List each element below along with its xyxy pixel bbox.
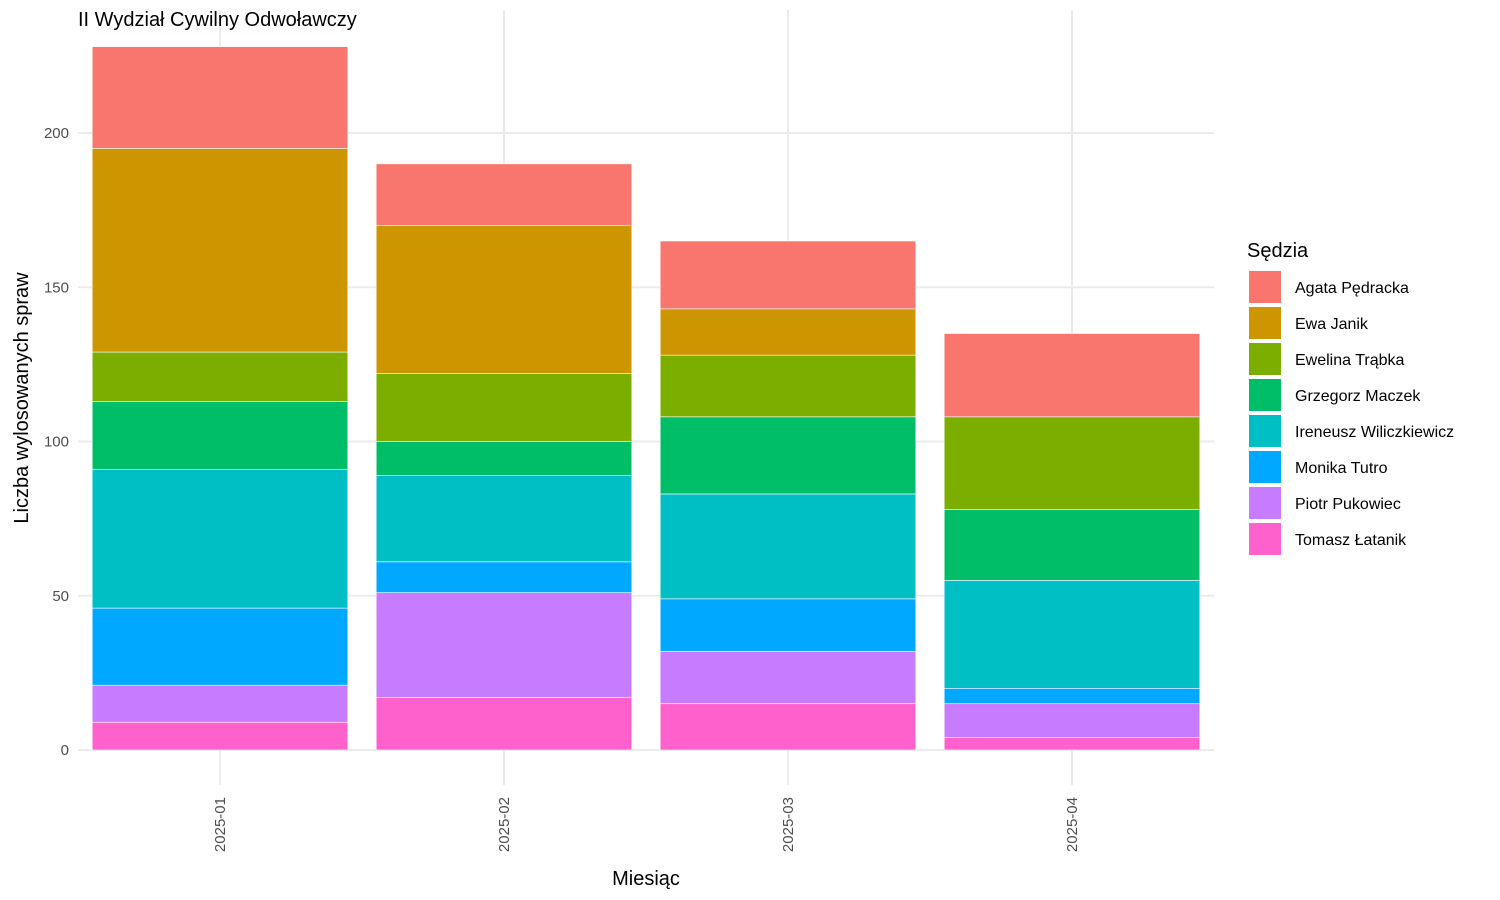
bar-segment	[91, 401, 349, 470]
bar-segment	[659, 598, 917, 652]
y-tick-label: 0	[61, 742, 69, 759]
bar-segment	[659, 650, 917, 705]
y-tick-label: 100	[44, 434, 69, 451]
bar-segment	[659, 308, 917, 356]
legend-swatch	[1249, 523, 1281, 555]
chart-title: II Wydział Cywilny Odwoławczy	[78, 9, 357, 31]
bar-segment	[375, 163, 633, 226]
x-axis-title: Miesiąc	[612, 868, 680, 890]
bar-segment	[943, 580, 1201, 689]
legend-label: Monika Tutro	[1295, 460, 1388, 477]
bar-segment	[943, 333, 1201, 418]
y-axis-title: Liczba wylosowanych spraw	[11, 272, 33, 524]
bar-segment	[659, 703, 917, 751]
y-axis-ticks: 0 50 100 150 200	[44, 125, 69, 759]
legend-swatch	[1249, 451, 1281, 483]
legend-swatch	[1249, 343, 1281, 375]
bar-segment	[943, 416, 1201, 510]
bar-segment	[659, 493, 917, 600]
bar-segment	[375, 225, 633, 374]
legend-swatch	[1249, 307, 1281, 339]
bars	[91, 46, 1201, 751]
x-tick-label: 2025-03	[780, 797, 797, 852]
y-tick-label: 200	[44, 125, 69, 142]
bar-segment	[91, 721, 349, 751]
x-tick-label: 2025-01	[212, 797, 229, 852]
legend-swatch	[1249, 415, 1281, 447]
x-axis-ticks: 2025-01 2025-02 2025-03 2025-04	[212, 797, 1081, 852]
legend-label: Agata Pędracka	[1295, 280, 1409, 297]
bar-segment	[375, 441, 633, 476]
bar-segment	[375, 697, 633, 751]
x-tick-label: 2025-04	[1064, 797, 1081, 852]
bar-segment	[943, 737, 1201, 751]
bar-segment	[91, 607, 349, 686]
legend-swatch	[1249, 379, 1281, 411]
bar-segment	[943, 703, 1201, 738]
y-tick-label: 150	[44, 279, 69, 296]
bar-segment	[375, 475, 633, 563]
legend-swatch	[1249, 271, 1281, 303]
bar-segment	[943, 509, 1201, 581]
legend-label: Ireneusz Wiliczkiewicz	[1295, 424, 1454, 441]
bar-segment	[375, 561, 633, 593]
legend-label: Piotr Pukowiec	[1295, 496, 1401, 513]
bar-segment	[91, 148, 349, 353]
legend-label: Ewelina Trąbka	[1295, 352, 1404, 369]
legend-label: Ewa Janik	[1295, 316, 1369, 333]
bar-segment	[659, 416, 917, 495]
legend-label: Tomasz Łatanik	[1295, 532, 1407, 549]
legend-title: Sędzia	[1247, 240, 1309, 262]
legend-label: Grzegorz Maczek	[1295, 388, 1421, 405]
x-tick-label: 2025-02	[496, 797, 513, 852]
bar-segment	[91, 684, 349, 723]
bar-segment	[375, 373, 633, 442]
y-tick-label: 50	[52, 588, 69, 605]
legend: Sędzia Agata Pędracka Ewa Janik Ewelina Tr…	[1247, 240, 1454, 555]
bar-segment	[91, 351, 349, 402]
bar-segment	[375, 592, 633, 698]
bar-segment	[91, 46, 349, 149]
bar-segment	[943, 687, 1201, 705]
legend-swatch	[1249, 487, 1281, 519]
bar-segment	[91, 468, 349, 609]
bar-segment	[659, 240, 917, 310]
bar-segment	[659, 354, 917, 418]
